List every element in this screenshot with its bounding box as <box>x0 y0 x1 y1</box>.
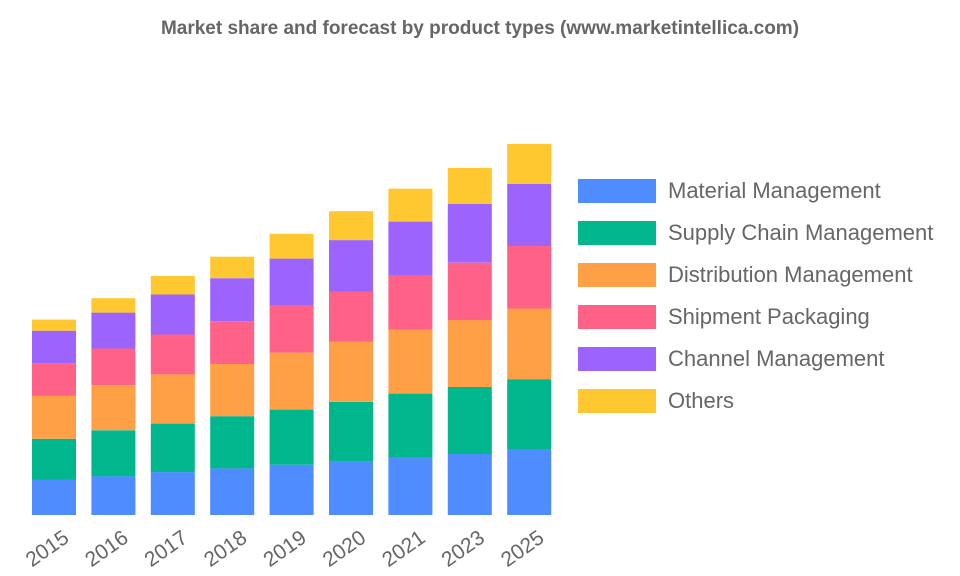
bar-segment <box>329 291 373 342</box>
bar-segment <box>269 258 314 306</box>
legend-swatch <box>578 221 656 245</box>
bar-segment <box>210 364 255 417</box>
x-tick-label: 2023 <box>437 526 488 572</box>
bar-segment <box>507 449 552 515</box>
bar-segment <box>447 203 492 263</box>
x-tick-label: 2025 <box>497 526 548 572</box>
bar-segment <box>91 298 136 313</box>
bar-segment <box>32 438 76 480</box>
bar-segment <box>329 240 373 292</box>
bar-segment <box>269 464 314 515</box>
bar-segment <box>150 423 195 473</box>
bar-segment <box>32 395 76 439</box>
legend-label: Distribution Management <box>668 262 913 287</box>
legend-item: Material Management <box>578 170 933 212</box>
bar-segment <box>388 393 433 458</box>
legend-label: Others <box>668 388 735 413</box>
bar-segment <box>447 387 492 454</box>
legend-item: Supply Chain Management <box>578 212 933 254</box>
legend-label: Channel Management <box>668 346 885 371</box>
bar-segment <box>388 275 433 330</box>
legend-swatch <box>578 179 656 203</box>
bar-segment <box>210 278 255 322</box>
legend-swatch <box>578 263 656 287</box>
bar-segment <box>507 379 552 450</box>
legend-swatch <box>578 347 656 371</box>
bar-segment <box>91 385 136 431</box>
bar-segment <box>329 461 373 515</box>
bar-segment <box>329 341 373 402</box>
bar-segment <box>388 329 433 394</box>
bar-segment <box>329 211 373 241</box>
x-axis-ticks: 2015 2016 2017 2018 2019 2020 2021 2023 2025 <box>22 526 549 572</box>
bar-segment <box>269 233 314 259</box>
bars-group <box>32 143 552 515</box>
bar-segment <box>447 167 492 204</box>
bar-segment <box>269 409 314 465</box>
bar-segment <box>150 294 195 335</box>
bar-segment <box>32 319 76 331</box>
bar-segment <box>269 305 314 353</box>
bar-segment <box>507 143 552 184</box>
x-tick-label: 2016 <box>81 526 132 572</box>
x-tick-label: 2017 <box>140 526 191 572</box>
bar-segment <box>150 472 195 515</box>
bar-segment <box>329 401 373 462</box>
bar-segment <box>388 221 433 276</box>
legend-label: Material Management <box>668 178 881 203</box>
legend-swatch <box>578 305 656 329</box>
bar-segment <box>507 183 552 246</box>
legend-item: Distribution Management <box>578 254 933 296</box>
x-tick-label: 2021 <box>378 526 429 572</box>
legend-item: Others <box>578 380 933 422</box>
bar-segment <box>91 476 136 515</box>
bar-segment <box>32 363 76 396</box>
bar-segment <box>32 330 76 364</box>
x-tick-label: 2019 <box>259 526 310 572</box>
bar-segment <box>91 348 136 386</box>
bar-segment <box>150 334 195 375</box>
bar-segment <box>32 479 76 515</box>
legend: Material Management Supply Chain Manageme… <box>578 170 933 422</box>
bar-segment <box>210 468 255 515</box>
bar-segment <box>269 352 314 410</box>
bar-segment <box>507 246 552 309</box>
bar-segment <box>388 188 433 222</box>
bar-segment <box>150 276 195 295</box>
legend-swatch <box>578 389 656 413</box>
bar-segment <box>388 457 433 515</box>
bar-segment <box>447 262 492 321</box>
bar-segment <box>447 453 492 515</box>
x-tick-label: 2015 <box>22 526 73 572</box>
x-tick-label: 2020 <box>319 526 370 572</box>
bar-segment <box>210 321 255 364</box>
bar-segment <box>507 308 552 380</box>
x-tick-label: 2018 <box>200 526 251 572</box>
bar-segment <box>210 416 255 469</box>
bar-segment <box>150 374 195 424</box>
bar-segment <box>210 256 255 279</box>
bar-segment <box>447 320 492 387</box>
legend-label: Shipment Packaging <box>668 304 870 329</box>
bar-segment <box>91 312 136 349</box>
legend-item: Channel Management <box>578 338 933 380</box>
chart-title: Market share and forecast by product typ… <box>160 18 800 39</box>
legend-item: Shipment Packaging <box>578 296 933 338</box>
legend-label: Supply Chain Management <box>668 220 934 245</box>
bar-segment <box>91 430 136 477</box>
